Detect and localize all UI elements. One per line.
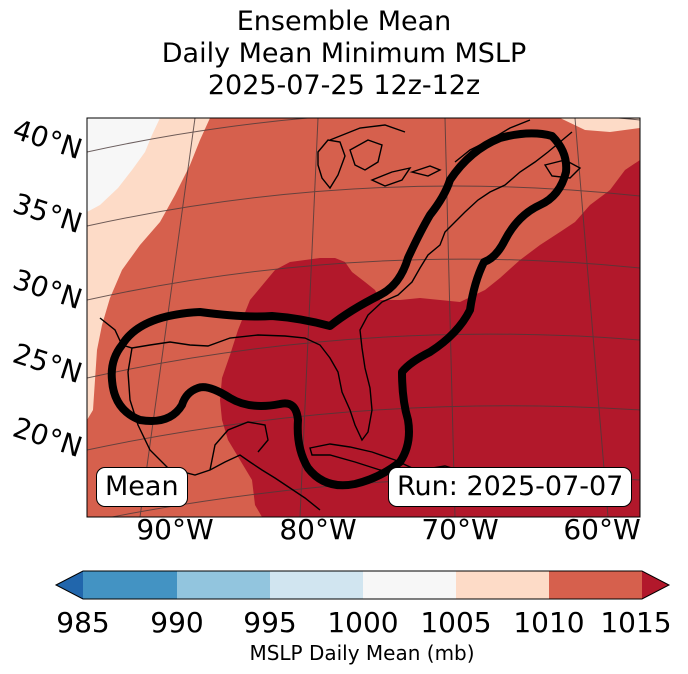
colorbar-bin-985-990 <box>83 571 177 599</box>
colorbar-tick-1005: 1005 <box>420 606 491 639</box>
lon-label-60w: 60°W <box>563 513 640 546</box>
colorbar-tick-990: 990 <box>150 606 203 639</box>
colorbar-bin-990-995 <box>177 571 270 599</box>
colorbar-tick-995: 995 <box>243 606 296 639</box>
run-date-label-box: Run: 2025-07-07 <box>388 467 632 507</box>
colorbar-bin-1005-1010 <box>456 571 549 599</box>
colorbar-bin-1000-1005 <box>363 571 456 599</box>
colorbar <box>56 571 669 599</box>
colorbar-tick-1010: 1010 <box>513 606 584 639</box>
colorbar-tick-1015: 1015 <box>600 606 671 639</box>
colorbar-extend-high <box>642 571 669 599</box>
mean-label-box: Mean <box>96 467 188 507</box>
mslp-map <box>0 0 688 674</box>
lon-label-90w: 90°W <box>136 513 213 546</box>
colorbar-tick-1000: 1000 <box>327 606 398 639</box>
lon-label-80w: 80°W <box>279 513 356 546</box>
colorbar-title: MSLP Daily Mean (mb) <box>0 641 688 665</box>
colorbar-bin-1010-1015 <box>549 571 642 599</box>
colorbar-bin-995-1000 <box>270 571 363 599</box>
colorbar-extend-low <box>56 571 83 599</box>
lon-label-70w: 70°W <box>421 513 498 546</box>
colorbar-tick-985: 985 <box>56 606 109 639</box>
